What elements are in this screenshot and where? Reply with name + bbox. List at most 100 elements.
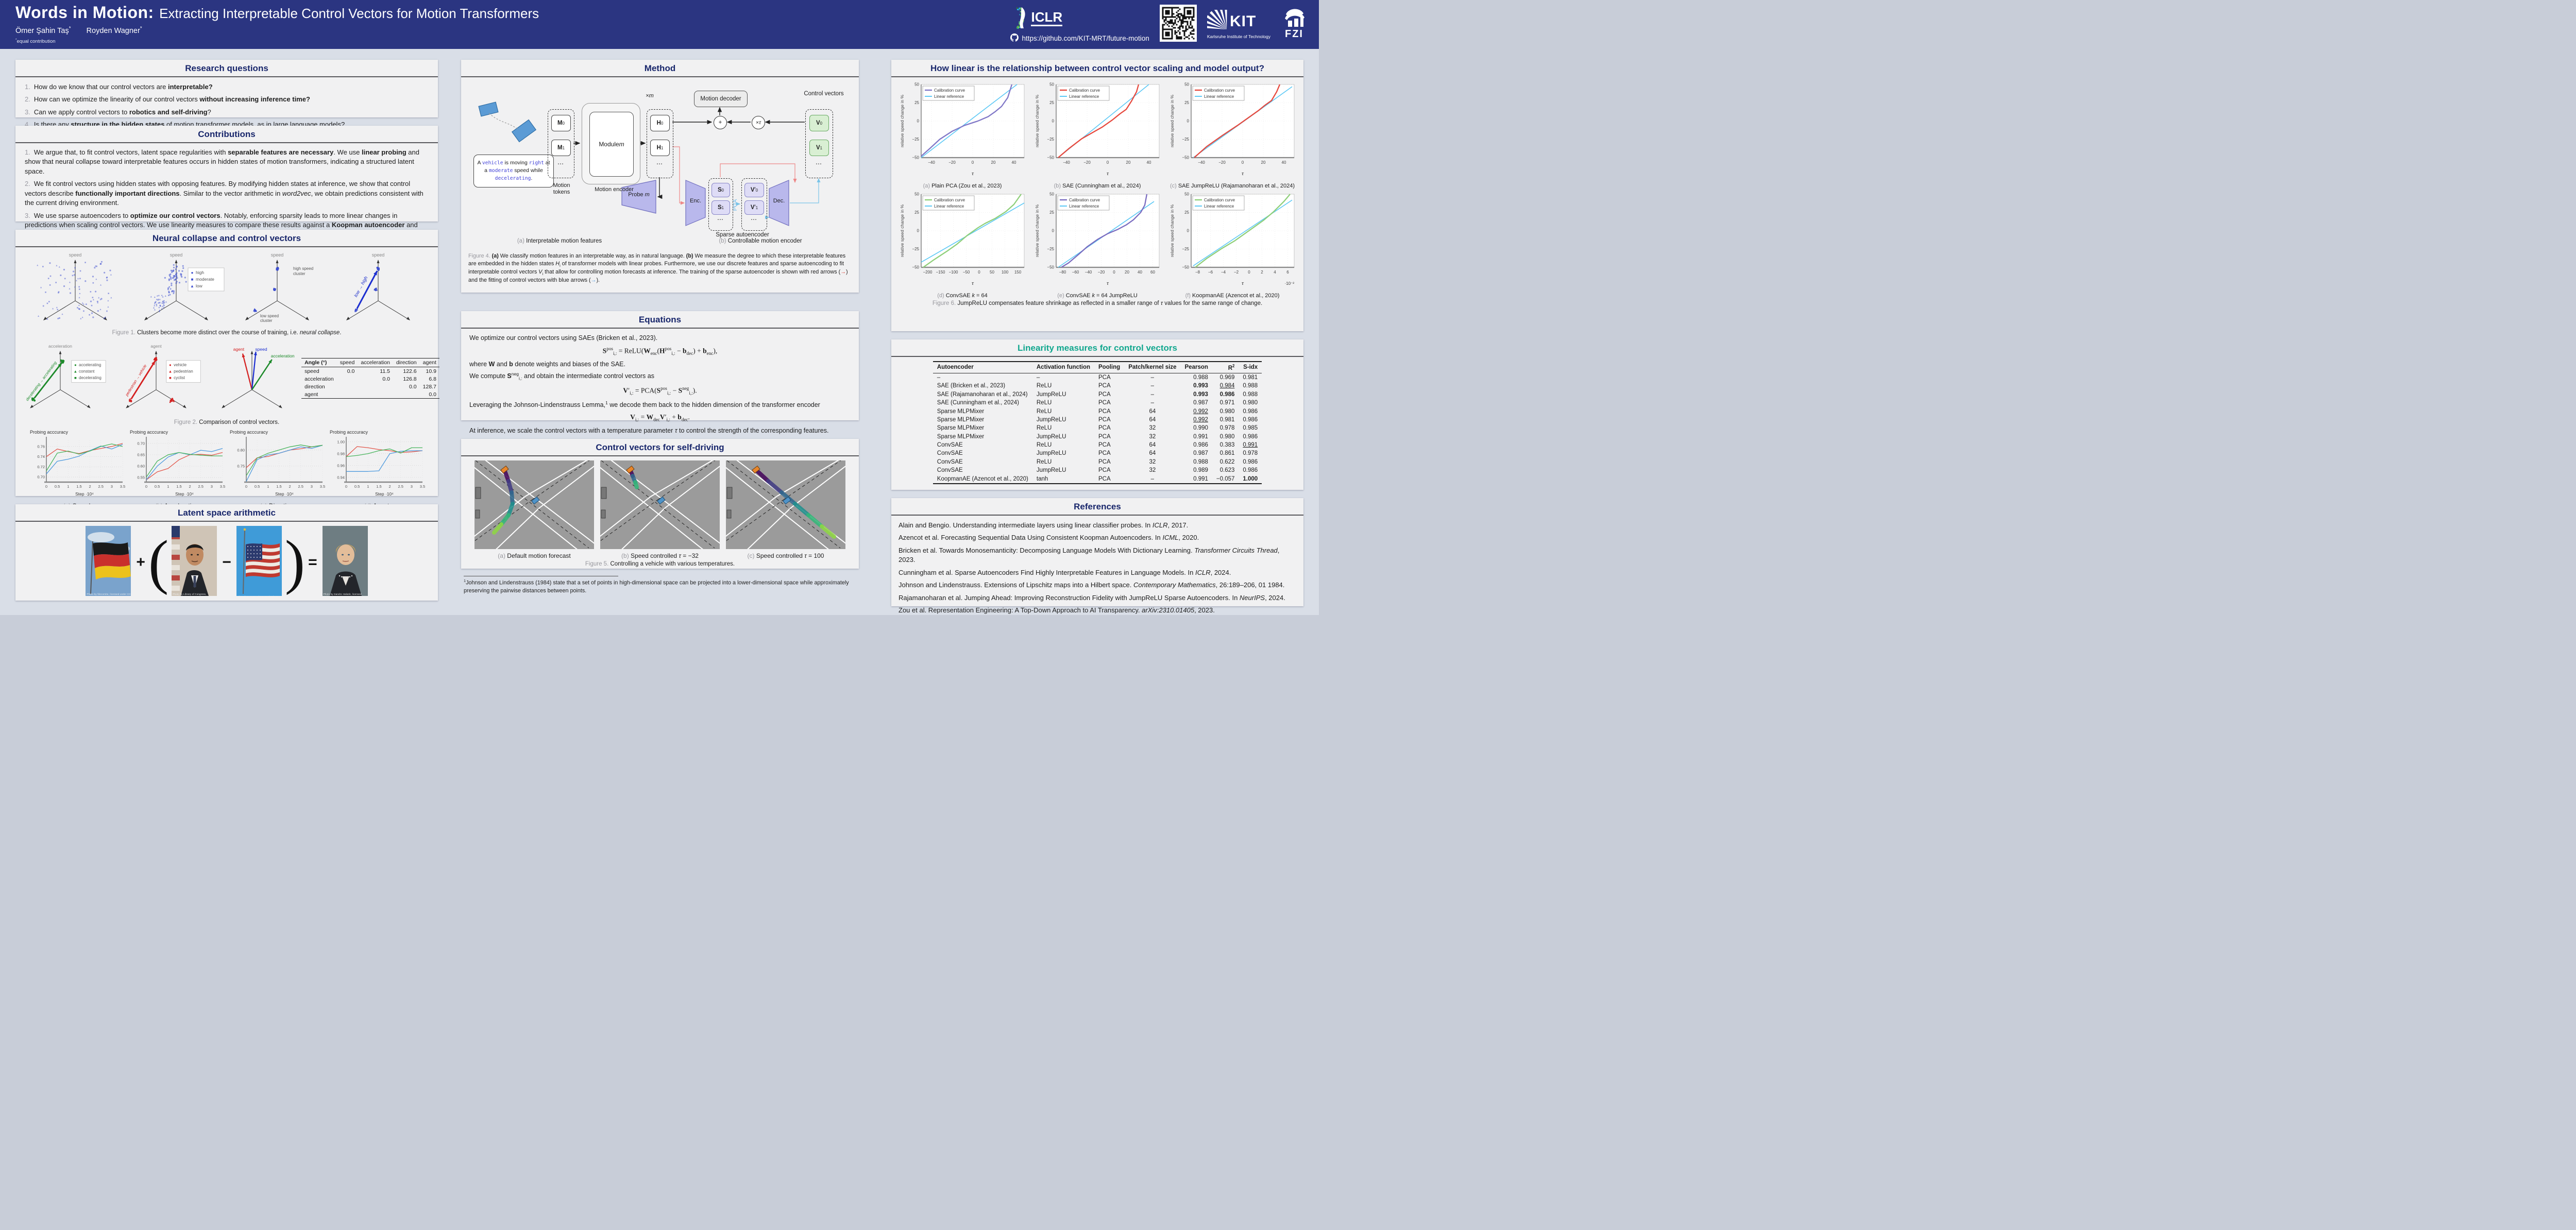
research-question: 1. How do we know that our control vector… bbox=[25, 83, 213, 91]
figure5b-caption: (b) Speed controlled τ = −32 bbox=[621, 552, 699, 559]
section-title: Contributions bbox=[198, 129, 256, 139]
svg-text:40: 40 bbox=[1012, 160, 1016, 165]
minus-operator: − bbox=[222, 553, 231, 571]
svg-text:−25: −25 bbox=[1182, 247, 1189, 251]
open-paren: ( bbox=[148, 528, 169, 596]
svg-text:0: 0 bbox=[1187, 119, 1190, 124]
scatter-plot-agent: agent pedestrian → vehicle ● vehicle ▲ pedest… bbox=[110, 339, 202, 418]
svg-text:1: 1 bbox=[367, 484, 369, 489]
german-flag-image: Photo by fdecomite, licensed under CC BY… bbox=[86, 526, 131, 599]
scale-node: × τ bbox=[752, 116, 765, 129]
svg-text:▲: ▲ bbox=[168, 369, 173, 373]
panel-neural-collapse: Neural collapse and control vectors spee… bbox=[15, 230, 439, 517]
github-icon bbox=[1010, 33, 1019, 43]
table-row: SAE (Bricken et al., 2023) ReLU PCA –0.993 0… bbox=[937, 383, 1258, 389]
svg-text:−50: −50 bbox=[912, 265, 919, 270]
probing-chart-speed: Probing acccuracy 0.70 0.72 0.74 0.76 0 0.5 1 1.… bbox=[28, 429, 126, 509]
svg-text:0: 0 bbox=[1052, 119, 1055, 124]
svg-text:50: 50 bbox=[1049, 192, 1054, 197]
figure2-plots: acceleration decelerating → accelerating ●… bbox=[23, 339, 439, 418]
calibration-plot-koopmanae: 50 25 0 −25 −50 −8 −6 −4 −2 0 2 4 6 Calibration curve… bbox=[1166, 190, 1298, 299]
module-outer: Module m bbox=[582, 103, 640, 184]
svg-text:·10⁻²: ·10⁻² bbox=[1285, 281, 1295, 286]
svg-text:Calibration curve: Calibration curve bbox=[1069, 88, 1100, 93]
svg-text:−4: −4 bbox=[1221, 270, 1226, 275]
scatter-plot-vectors: agent speed acceleration bbox=[206, 339, 298, 418]
svg-text:cyclist: cyclist bbox=[174, 375, 185, 380]
svg-text:cluster: cluster bbox=[260, 318, 273, 323]
svg-text:0.60: 0.60 bbox=[137, 464, 145, 469]
table-row: ConvSAE ReLU PCA 32 0.988 0.622 0.986 bbox=[937, 458, 1258, 465]
section-title: Method bbox=[644, 63, 676, 73]
figure6-caption: Figure 6. JumpReLU compensates feature s… bbox=[932, 300, 1263, 306]
table-row: – – PCA –0.988 0.969 0.981 bbox=[937, 374, 1258, 381]
road-image-slow bbox=[595, 452, 731, 556]
svg-text:1.5: 1.5 bbox=[376, 484, 381, 489]
svg-text:0.5: 0.5 bbox=[155, 484, 160, 489]
table-row: SAE (Rajamanoharan et al., 2024) JumpReLU… bbox=[937, 391, 1258, 398]
svg-text:relative speed change in %: relative speed change in % bbox=[1170, 204, 1175, 258]
contribution-item: 2. We fit control vectors using hidden st… bbox=[25, 180, 423, 207]
svg-text:agent: agent bbox=[233, 347, 245, 352]
svg-text:Probing acccuracy: Probing acccuracy bbox=[30, 430, 69, 435]
github-link[interactable]: https://github.com/KIT-MRT/future-motion bbox=[1010, 33, 1149, 43]
table-row: ConvSAE ReLU PCA 64 0.986 0.383 0.991 bbox=[937, 442, 1258, 449]
research-question: 3. Can we apply control vectors to roboti… bbox=[25, 108, 211, 116]
svg-text:Probing acccuracy: Probing acccuracy bbox=[130, 430, 168, 435]
svg-text:25: 25 bbox=[914, 100, 919, 105]
motion-tokens-label: Motion tokens bbox=[553, 182, 570, 196]
svg-text:3: 3 bbox=[211, 484, 213, 489]
motion-decoder-box: Motion decoder bbox=[694, 91, 748, 107]
linearity-table: Autoencoder Activation function Pooling Pat… bbox=[900, 361, 1295, 484]
svg-text:constant: constant bbox=[79, 369, 95, 373]
svg-text:−50: −50 bbox=[1182, 265, 1189, 270]
method-diagram: PCA A vehicle is moving right at a moder… bbox=[469, 79, 851, 249]
svg-text:2.5: 2.5 bbox=[198, 484, 203, 489]
tokens-v-ellipsis: ⋯ bbox=[816, 160, 822, 167]
svg-text:speed: speed bbox=[255, 347, 267, 352]
svg-text:−60: −60 bbox=[1072, 270, 1079, 275]
close-paren: ) bbox=[284, 528, 306, 596]
svg-text:relative speed change in %: relative speed change in % bbox=[1035, 204, 1040, 258]
figure2-caption: Figure 2. Comparison of control vectors. bbox=[174, 419, 280, 425]
svg-text:3: 3 bbox=[411, 484, 413, 489]
section-title: Control vectors for self-driving bbox=[596, 442, 724, 452]
svg-text:0: 0 bbox=[978, 270, 980, 275]
table-row: ConvSAE JumpReLU PCA 32 0.989 0.623 0.986 bbox=[937, 467, 1258, 474]
svg-text:25: 25 bbox=[1184, 210, 1189, 215]
author-1: Ömer Şahin Taş* bbox=[15, 26, 71, 35]
page-title: Words in Motion: Extracting Interpretabl… bbox=[15, 3, 539, 22]
svg-text:3: 3 bbox=[111, 484, 113, 489]
svg-text:KIT: KIT bbox=[1230, 13, 1256, 30]
svg-text:high speed: high speed bbox=[293, 266, 313, 271]
svg-text:0.80: 0.80 bbox=[237, 448, 245, 452]
svg-text:0: 0 bbox=[972, 160, 974, 165]
vehicle-note: A vehicle is moving right at a moderate … bbox=[473, 155, 554, 187]
reference-item: Johnson and Lindenstrauss. Extensions of… bbox=[899, 581, 1285, 589]
svg-text:decelerating: decelerating bbox=[79, 375, 101, 380]
svg-text:▲: ▲ bbox=[74, 369, 78, 373]
contribution-list: 1. We argue that, to fit control vectors,… bbox=[15, 143, 438, 244]
svg-text:2.5: 2.5 bbox=[398, 484, 403, 489]
svg-text:1.00: 1.00 bbox=[337, 439, 345, 444]
svg-text:−50: −50 bbox=[1047, 156, 1054, 160]
svg-text:20: 20 bbox=[1126, 160, 1131, 165]
svg-text:−150: −150 bbox=[936, 270, 945, 275]
svg-text:moderate: moderate bbox=[196, 277, 214, 282]
footnote: 1Johnson and Lindenstrauss (1984) state … bbox=[464, 576, 858, 595]
svg-text:0.72: 0.72 bbox=[37, 465, 45, 469]
svg-text:relative speed change in %: relative speed change in % bbox=[1035, 95, 1040, 148]
sparse-autoencoder-label: Sparse autoencoder bbox=[716, 232, 769, 238]
svg-text:0.94: 0.94 bbox=[337, 475, 345, 480]
kit-logo: KIT Karlsruhe Institute of Technology bbox=[1202, 5, 1270, 39]
svg-text:−20: −20 bbox=[1098, 270, 1105, 275]
svg-text:0.74: 0.74 bbox=[37, 454, 45, 459]
obama-portrait-image: Photo by Library of Congress, Unsplash L… bbox=[172, 524, 217, 599]
intermediate-vectors-box: V ′ 0 V ′ 1 ⋯ bbox=[741, 178, 767, 231]
tokens-m-ellipsis: ⋯ bbox=[557, 160, 564, 167]
reference-item: Bricken et al. Towards Monosemanticity: … bbox=[899, 546, 1280, 564]
probing-chart-acceleration: Probing acccuracy 0.55 0.60 0.65 0.70 0 0.5 1 1.… bbox=[128, 429, 226, 509]
equation-2: V′i,: = PCA(Sposi,: − Snegi,:). bbox=[623, 385, 697, 396]
section-title: Linearity measures for control vectors bbox=[1018, 343, 1177, 353]
